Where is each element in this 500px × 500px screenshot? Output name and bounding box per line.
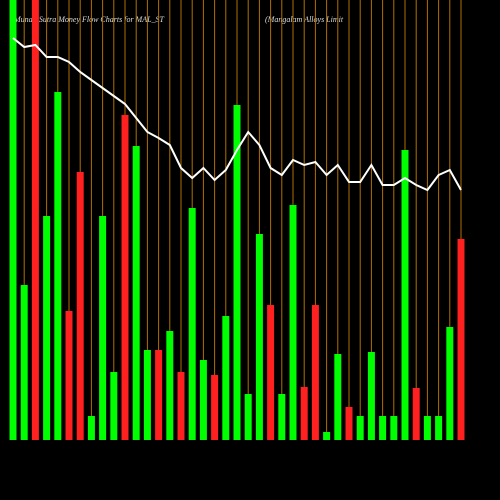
bar	[334, 354, 342, 440]
bar	[255, 234, 263, 440]
bar	[390, 416, 398, 440]
bar	[188, 208, 196, 440]
bar	[9, 0, 17, 440]
bar	[76, 172, 84, 440]
bar	[99, 216, 107, 440]
bar	[43, 216, 51, 440]
bar	[65, 311, 73, 440]
bar	[289, 205, 297, 440]
bar	[401, 150, 409, 440]
bar	[20, 285, 28, 440]
bar	[267, 305, 275, 440]
bar	[132, 146, 140, 440]
bar	[87, 416, 95, 440]
bar	[412, 388, 420, 440]
bar	[244, 394, 252, 440]
bar	[446, 327, 454, 440]
bar	[323, 432, 331, 440]
bar	[278, 394, 286, 440]
bar	[31, 0, 39, 440]
bar	[143, 350, 151, 440]
bar	[233, 105, 241, 440]
bar	[166, 331, 174, 440]
bar	[367, 352, 375, 440]
money-flow-line	[12, 37, 462, 192]
chart-title: MunafaSutra Money Flow Charts for MAL_ST	[13, 15, 165, 24]
bar	[356, 416, 364, 440]
bar	[457, 239, 465, 440]
bar	[311, 305, 319, 440]
bar	[345, 407, 353, 440]
bar	[155, 350, 163, 440]
bar	[110, 372, 118, 440]
bar	[177, 372, 185, 440]
bar	[121, 115, 129, 440]
bar	[54, 92, 62, 440]
bar	[379, 416, 387, 440]
bar	[300, 387, 308, 440]
bar	[222, 316, 230, 440]
bar	[211, 375, 219, 440]
bar	[423, 416, 431, 440]
bar	[435, 416, 443, 440]
bar	[199, 360, 207, 440]
